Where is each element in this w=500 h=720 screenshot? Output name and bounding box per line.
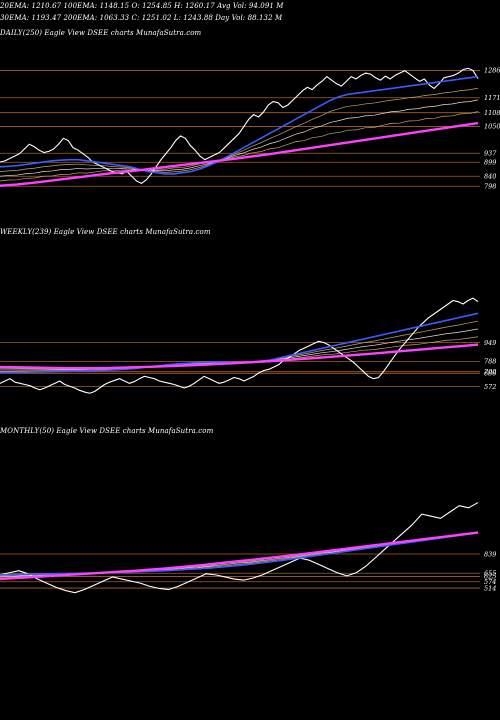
daily-mid-ema-line — [0, 99, 479, 177]
weekly-level-label: 949 — [484, 339, 496, 347]
daily-mid-ema-line — [0, 87, 479, 173]
daily-mid-ema-line — [0, 111, 479, 182]
monthly-level-label: 625 — [484, 573, 496, 581]
header-line-2: 30EMA: 1193.47 200EMA: 1063.33 C: 1251.0… — [0, 14, 283, 22]
daily-level-label: 1108 — [484, 109, 500, 117]
daily-panel-title: DAILY(250) Eagle View DSEE charts Munafa… — [0, 29, 202, 37]
weekly-panel-title: WEEKLY(239) Eagle View DSEE charts Munaf… — [0, 228, 211, 236]
daily-ema_fast-line — [0, 75, 479, 175]
daily-price-line — [0, 67, 479, 184]
daily-level-label: 937 — [484, 150, 497, 158]
monthly-level-label: 655 — [484, 570, 496, 578]
weekly-ema_long-line — [0, 343, 479, 370]
monthly-mid-ema-line — [0, 532, 479, 579]
monthly-level-label: 574 — [484, 578, 496, 586]
monthly-panel-title: MONTHLY(50) Eagle View DSEE charts Munaf… — [0, 427, 214, 435]
daily-level-label: 798 — [484, 183, 496, 191]
monthly-level-label: 839 — [484, 550, 496, 558]
weekly-level-label: 572 — [484, 383, 496, 391]
daily-level-label: 1171 — [484, 94, 500, 102]
monthly-level-label: 514 — [484, 584, 496, 592]
weekly-level-label: 700 — [484, 368, 496, 376]
monthly-mid-ema-line — [0, 532, 479, 578]
weekly-level-label: 788 — [484, 358, 496, 366]
monthly-ema_long-line — [0, 531, 479, 581]
monthly-price-line — [0, 502, 479, 594]
daily-level-label: 1286 — [484, 67, 500, 75]
daily-ema_long-line — [0, 121, 479, 187]
daily-level-label: 899 — [484, 159, 496, 167]
daily-level-label: 840 — [484, 173, 496, 181]
header-line-1: 20EMA: 1210.67 100EMA: 1148.15 O: 1254.8… — [0, 2, 284, 10]
daily-level-label: 1050 — [484, 123, 500, 131]
weekly-level-label: 686 — [484, 370, 496, 378]
weekly-price-line — [0, 297, 479, 394]
